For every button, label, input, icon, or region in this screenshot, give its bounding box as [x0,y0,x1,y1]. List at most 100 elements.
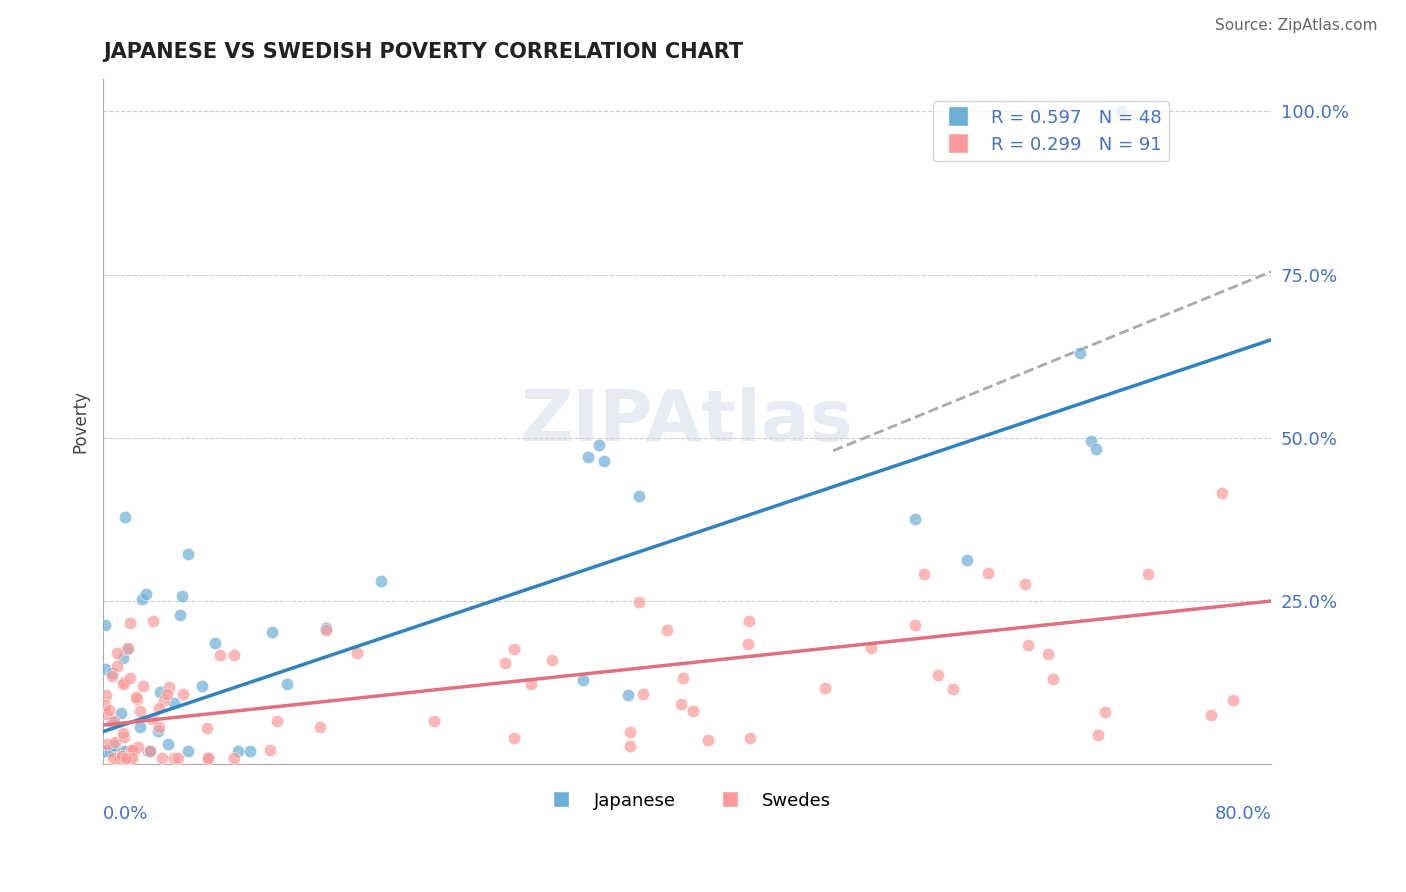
Point [105,646,128,660]
Point [122,742,145,756]
Point [576,450,599,465]
Point [740,731,762,746]
Point [121,743,143,757]
Point [927,667,949,681]
Point [120,743,142,757]
Point [93,662,115,676]
Point [422,714,444,729]
Point [541,653,564,667]
Point [195,721,218,735]
Point [346,647,368,661]
Point [224,750,246,764]
Point [108,750,131,764]
Point [153,693,176,707]
Legend: R = 0.597   N = 48, R = 0.299   N = 91: R = 0.597 N = 48, R = 0.299 N = 91 [934,102,1168,161]
Point [1136,566,1159,581]
Point [672,671,695,685]
Point [101,744,124,758]
Point [259,743,281,757]
Point [139,744,162,758]
Point [96,707,118,722]
Point [1084,442,1107,457]
Point [1211,486,1233,500]
Point [118,671,141,685]
Point [115,642,138,657]
Point [148,720,170,734]
Point [98,744,121,758]
Point [942,681,965,696]
Point [105,658,128,673]
Point [197,750,219,764]
Point [1069,346,1091,360]
Point [163,696,186,710]
Point [260,625,283,640]
Point [98,703,121,717]
Point [209,648,232,663]
Point [204,636,226,650]
Point [592,454,614,468]
Point [224,648,246,663]
Point [170,589,193,603]
Point [631,687,654,701]
Point [112,731,135,745]
Point [370,574,392,588]
Point [172,687,194,701]
Point [197,750,219,764]
Point [682,704,704,718]
Point [904,512,927,526]
Point [904,617,927,632]
Point [308,720,330,734]
Text: Source: ZipAtlas.com: Source: ZipAtlas.com [1215,18,1378,33]
Point [103,714,125,728]
Text: 0.0%: 0.0% [103,805,149,823]
Point [226,744,249,758]
Point [169,608,191,623]
Point [191,679,214,693]
Point [176,547,198,561]
Point [697,732,720,747]
Point [627,595,650,609]
Point [93,744,115,758]
Point [111,651,134,665]
Point [104,735,127,749]
Point [737,637,759,651]
Point [121,750,143,764]
Point [110,706,132,721]
Point [146,723,169,738]
Point [101,669,124,683]
Point [655,623,678,637]
Point [571,673,593,687]
Point [94,689,117,703]
Point [135,587,157,601]
Point [132,678,155,692]
Point [149,685,172,699]
Point [150,750,173,764]
Point [159,680,181,694]
Point [100,714,122,729]
Point [103,738,125,752]
Point [94,617,117,632]
Text: 80.0%: 80.0% [1215,805,1271,823]
Point [122,744,145,758]
Point [1014,576,1036,591]
Point [619,724,641,739]
Point [617,688,640,702]
Point [315,624,337,638]
Point [859,640,882,655]
Point [131,591,153,606]
Point [1036,647,1059,661]
Point [1109,104,1132,119]
Y-axis label: Poverty: Poverty [72,390,89,453]
Point [127,739,149,754]
Point [93,698,115,713]
Point [494,656,516,670]
Point [112,744,135,758]
Point [100,666,122,681]
Point [276,677,298,691]
Point [101,750,124,764]
Point [118,750,141,764]
Point [520,676,543,690]
Point [115,744,138,758]
Point [315,621,337,635]
Point [96,738,118,752]
